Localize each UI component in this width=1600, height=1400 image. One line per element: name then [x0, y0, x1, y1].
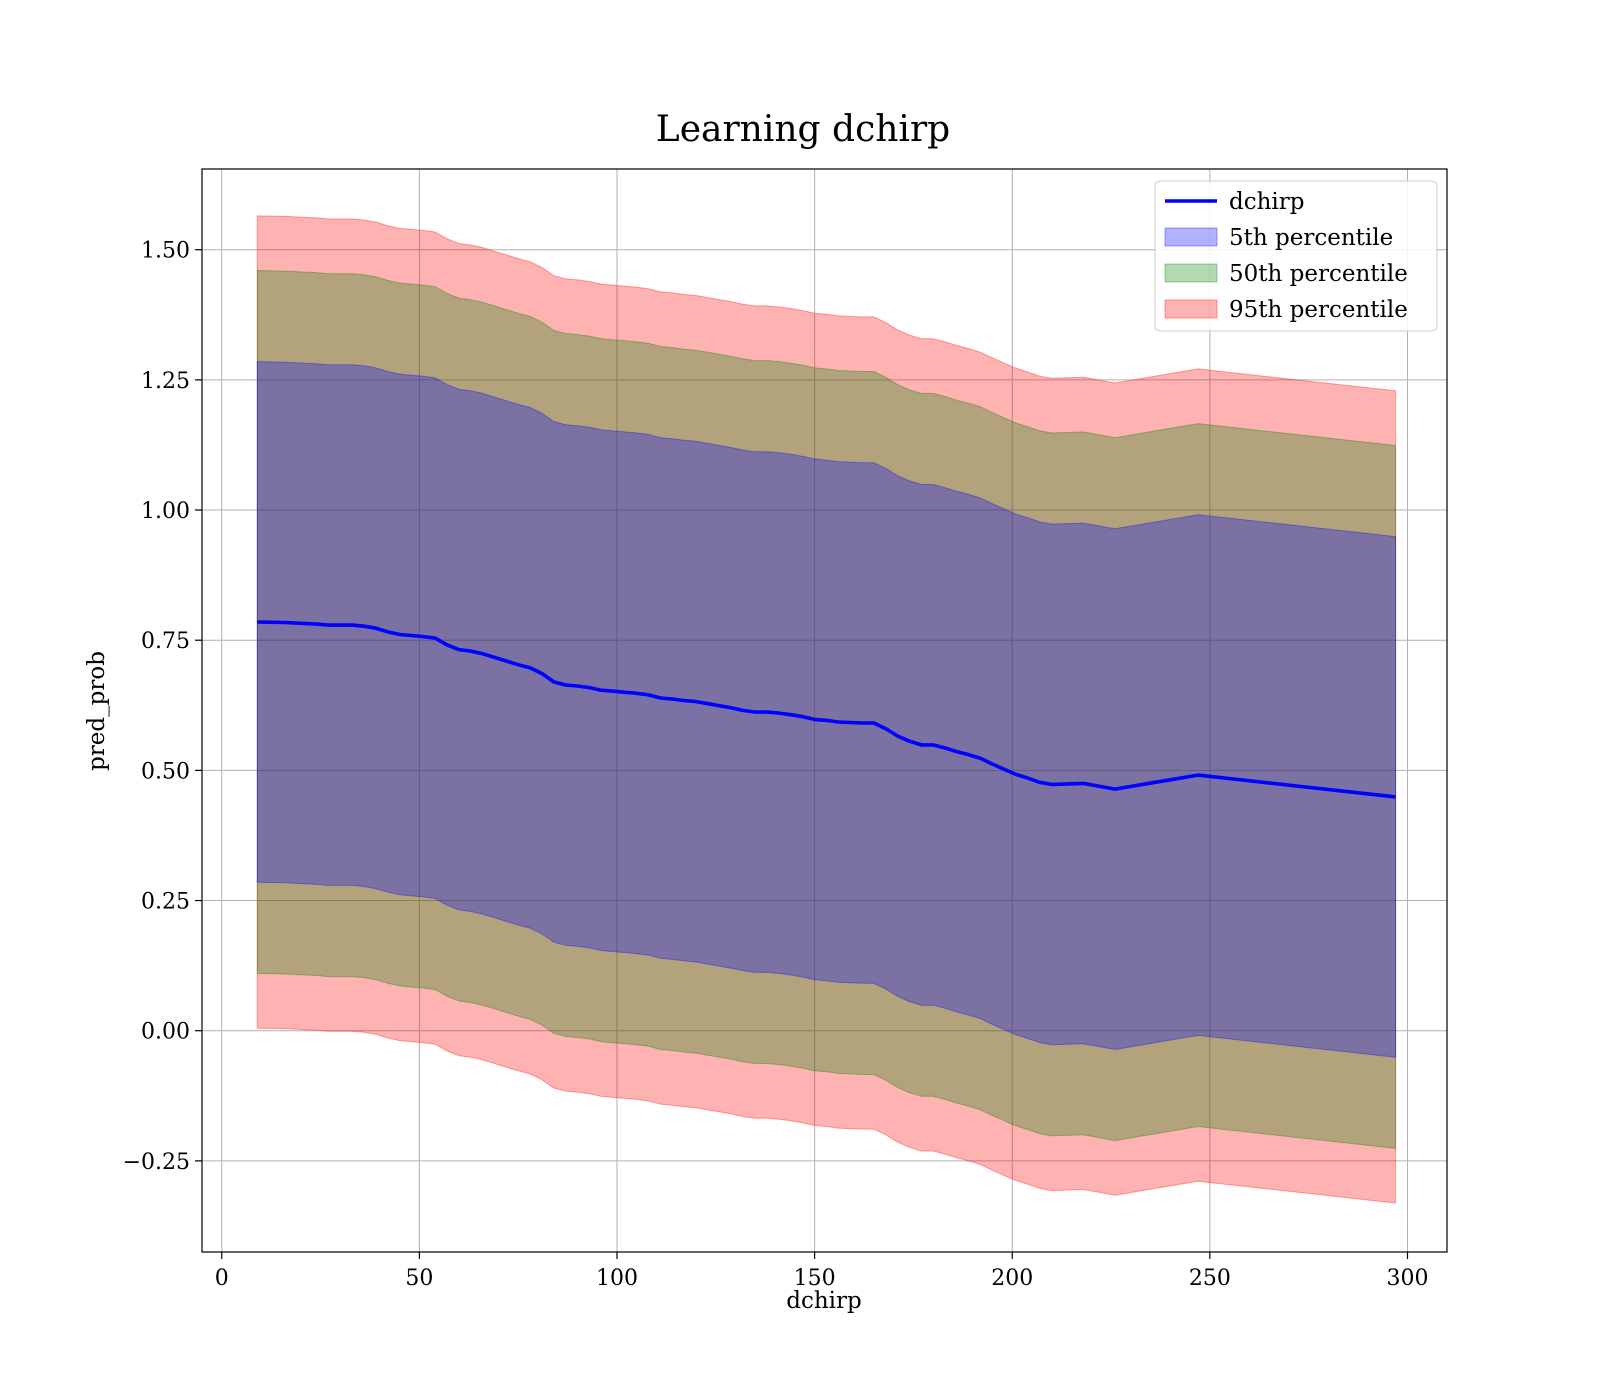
- x-tick-label: 250: [1189, 1266, 1231, 1291]
- legend-label-dchirp: dchirp: [1229, 189, 1305, 215]
- x-tick-label: 200: [991, 1266, 1033, 1291]
- x-tick-label: 300: [1386, 1266, 1428, 1291]
- x-tick-label: 0: [215, 1266, 229, 1291]
- y-axis: −0.25 0.00 0.25 0.50 0.75 1.00 1.25 1.50: [123, 239, 202, 1175]
- y-tick-label: 1.25: [141, 369, 190, 394]
- series-lines: [257, 620, 1396, 799]
- x-axis: 0 50 100 150 200 250 300: [215, 1252, 1428, 1291]
- series-line-dchirp: [257, 620, 1396, 799]
- grid: [202, 169, 1447, 1252]
- band-50th-percentile: [256, 269, 1397, 1149]
- y-tick-label: −0.25: [123, 1150, 190, 1175]
- y-tick-label: 0.25: [141, 890, 190, 915]
- legend-box: [1154, 180, 1438, 332]
- legend-swatch-50th-percentile: [1164, 263, 1218, 283]
- y-tick-label: 0.75: [141, 629, 190, 654]
- y-axis-label: pred_prob: [84, 651, 110, 771]
- band-5th-percentile: [256, 361, 1397, 1058]
- x-axis-label: dchirp: [786, 1288, 862, 1314]
- legend-swatch-95th-percentile: [1164, 299, 1218, 319]
- chart-title: Learning dchirp: [656, 109, 950, 150]
- plot-frame: [201, 168, 1448, 1253]
- y-tick-label: 0.00: [141, 1020, 190, 1045]
- y-tick-label: 1.50: [141, 239, 190, 264]
- x-tick-label: 50: [405, 1266, 433, 1291]
- band-95th-percentile: [256, 215, 1397, 1204]
- legend-label-50th-percentile: 50th percentile: [1229, 261, 1408, 287]
- legend-label-5th-percentile: 5th percentile: [1229, 225, 1393, 251]
- y-tick-label: 1.00: [141, 499, 190, 524]
- legend-label-95th-percentile: 95th percentile: [1229, 297, 1408, 323]
- bands: [256, 215, 1397, 1204]
- x-tick-label: 150: [794, 1266, 836, 1291]
- x-tick-label: 100: [596, 1266, 638, 1291]
- legend: dchirp 5th percentile 50th percentile 95th …: [1154, 180, 1438, 332]
- legend-swatch-5th-percentile: [1164, 227, 1218, 247]
- y-tick-label: 0.50: [141, 759, 190, 784]
